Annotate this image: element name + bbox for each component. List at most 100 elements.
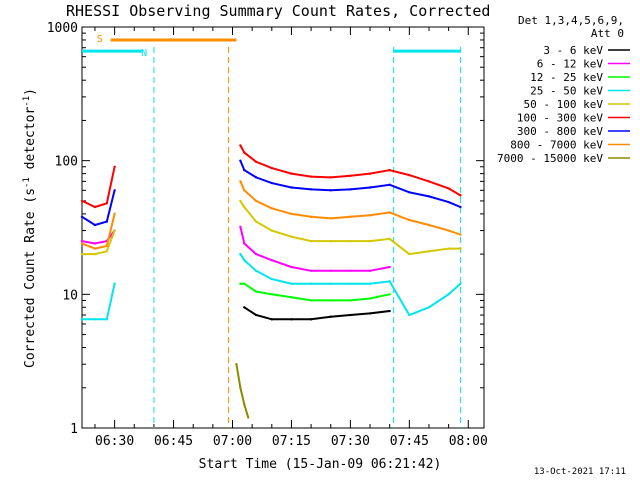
series-point bbox=[447, 229, 450, 232]
series-point bbox=[408, 252, 411, 256]
series-point bbox=[349, 174, 352, 178]
series-line bbox=[243, 306, 390, 321]
series-point bbox=[239, 199, 242, 203]
series-point bbox=[254, 269, 258, 272]
series-line bbox=[239, 200, 461, 256]
series-point bbox=[329, 282, 332, 285]
legend-label: 25 - 50 keV bbox=[530, 85, 603, 98]
series-point bbox=[427, 180, 431, 183]
series-point bbox=[80, 252, 84, 256]
series-point bbox=[388, 293, 391, 296]
series-point bbox=[105, 318, 108, 321]
series-point bbox=[368, 239, 372, 243]
series-point bbox=[408, 191, 411, 194]
series-point bbox=[309, 282, 313, 285]
series-point bbox=[290, 172, 293, 175]
legend-label: 100 - 300 keV bbox=[517, 112, 603, 125]
series-point bbox=[270, 166, 274, 170]
series-point bbox=[329, 239, 332, 243]
series-point bbox=[309, 299, 313, 302]
flag-label: N bbox=[141, 48, 147, 59]
legend-label: 6 - 12 keV bbox=[537, 58, 604, 71]
series-point bbox=[254, 176, 258, 179]
flag-bars: SN bbox=[82, 34, 461, 59]
series-line bbox=[240, 282, 390, 302]
series-line bbox=[81, 230, 116, 245]
series-point bbox=[243, 242, 246, 245]
series-point bbox=[447, 187, 450, 190]
series-point bbox=[290, 235, 293, 238]
series-point bbox=[243, 306, 246, 309]
series-point bbox=[80, 199, 84, 203]
series-point bbox=[247, 416, 250, 419]
series-point bbox=[270, 259, 274, 262]
series-point bbox=[408, 173, 411, 177]
series-point bbox=[408, 218, 411, 222]
series-point bbox=[254, 290, 258, 293]
legend-label: 800 - 7000 keV bbox=[510, 139, 603, 152]
series-point bbox=[349, 239, 352, 243]
series-point bbox=[459, 282, 462, 285]
series-point bbox=[309, 175, 313, 178]
series-point bbox=[427, 250, 431, 253]
series-point bbox=[105, 202, 108, 205]
series-point bbox=[113, 229, 116, 232]
series-point bbox=[243, 168, 246, 172]
series-point bbox=[270, 318, 274, 321]
series-point bbox=[254, 252, 258, 256]
series-point bbox=[254, 220, 258, 223]
series-point bbox=[290, 186, 293, 189]
series-point bbox=[239, 144, 242, 147]
legend-label: 12 - 25 keV bbox=[530, 71, 603, 84]
series-point bbox=[290, 282, 293, 285]
series-point bbox=[388, 265, 391, 269]
flag-label: S bbox=[97, 34, 103, 45]
series-point bbox=[459, 247, 462, 250]
y-tick-label: 10 bbox=[62, 288, 78, 303]
x-tick-label: 07:00 bbox=[213, 434, 252, 449]
night-boundaries bbox=[153, 47, 461, 428]
series-point bbox=[113, 165, 116, 168]
series-line bbox=[239, 226, 390, 272]
y-axis-label: Corrected Count Rate (s-1 detector-1) bbox=[22, 88, 38, 368]
x-tick-label: 06:30 bbox=[95, 434, 134, 449]
y-tick-label: 100 bbox=[55, 155, 78, 170]
series-point bbox=[408, 313, 411, 317]
series-point bbox=[80, 215, 84, 219]
series-point bbox=[459, 233, 462, 236]
series-line bbox=[235, 364, 250, 418]
series-point bbox=[368, 297, 372, 300]
series-point bbox=[447, 200, 450, 204]
series-point bbox=[329, 299, 332, 302]
tick-labels: 1 10 100 1000 06:30 06:45 07:00 07:15 07:30 07:45… bbox=[47, 21, 488, 449]
series-line bbox=[81, 190, 116, 227]
series-point bbox=[105, 220, 108, 223]
series-point bbox=[309, 318, 313, 321]
series-point bbox=[93, 242, 97, 245]
series-point bbox=[93, 247, 97, 250]
legend-header-line-2: Att 0 bbox=[591, 27, 624, 40]
plot-frame bbox=[81, 26, 485, 429]
series-group bbox=[80, 144, 462, 419]
x-axis-label: Start Time (15-Jan-09 06:21:42) bbox=[199, 457, 442, 472]
series-point bbox=[368, 269, 372, 272]
y-tick-label: 1000 bbox=[47, 21, 78, 36]
series-point bbox=[239, 180, 242, 183]
series-point bbox=[113, 282, 116, 285]
series-point bbox=[290, 318, 293, 321]
series-point bbox=[459, 194, 462, 197]
series-point bbox=[329, 269, 332, 272]
series-point bbox=[239, 159, 242, 162]
series-point bbox=[368, 186, 372, 189]
series-point bbox=[388, 168, 391, 172]
series-point bbox=[290, 265, 293, 269]
series-point bbox=[239, 252, 242, 256]
series-point bbox=[309, 269, 313, 272]
series-point bbox=[309, 239, 313, 243]
series-point bbox=[270, 277, 274, 281]
series-point bbox=[270, 293, 274, 296]
x-tick-label: 07:45 bbox=[390, 434, 429, 449]
series-point bbox=[368, 282, 372, 285]
